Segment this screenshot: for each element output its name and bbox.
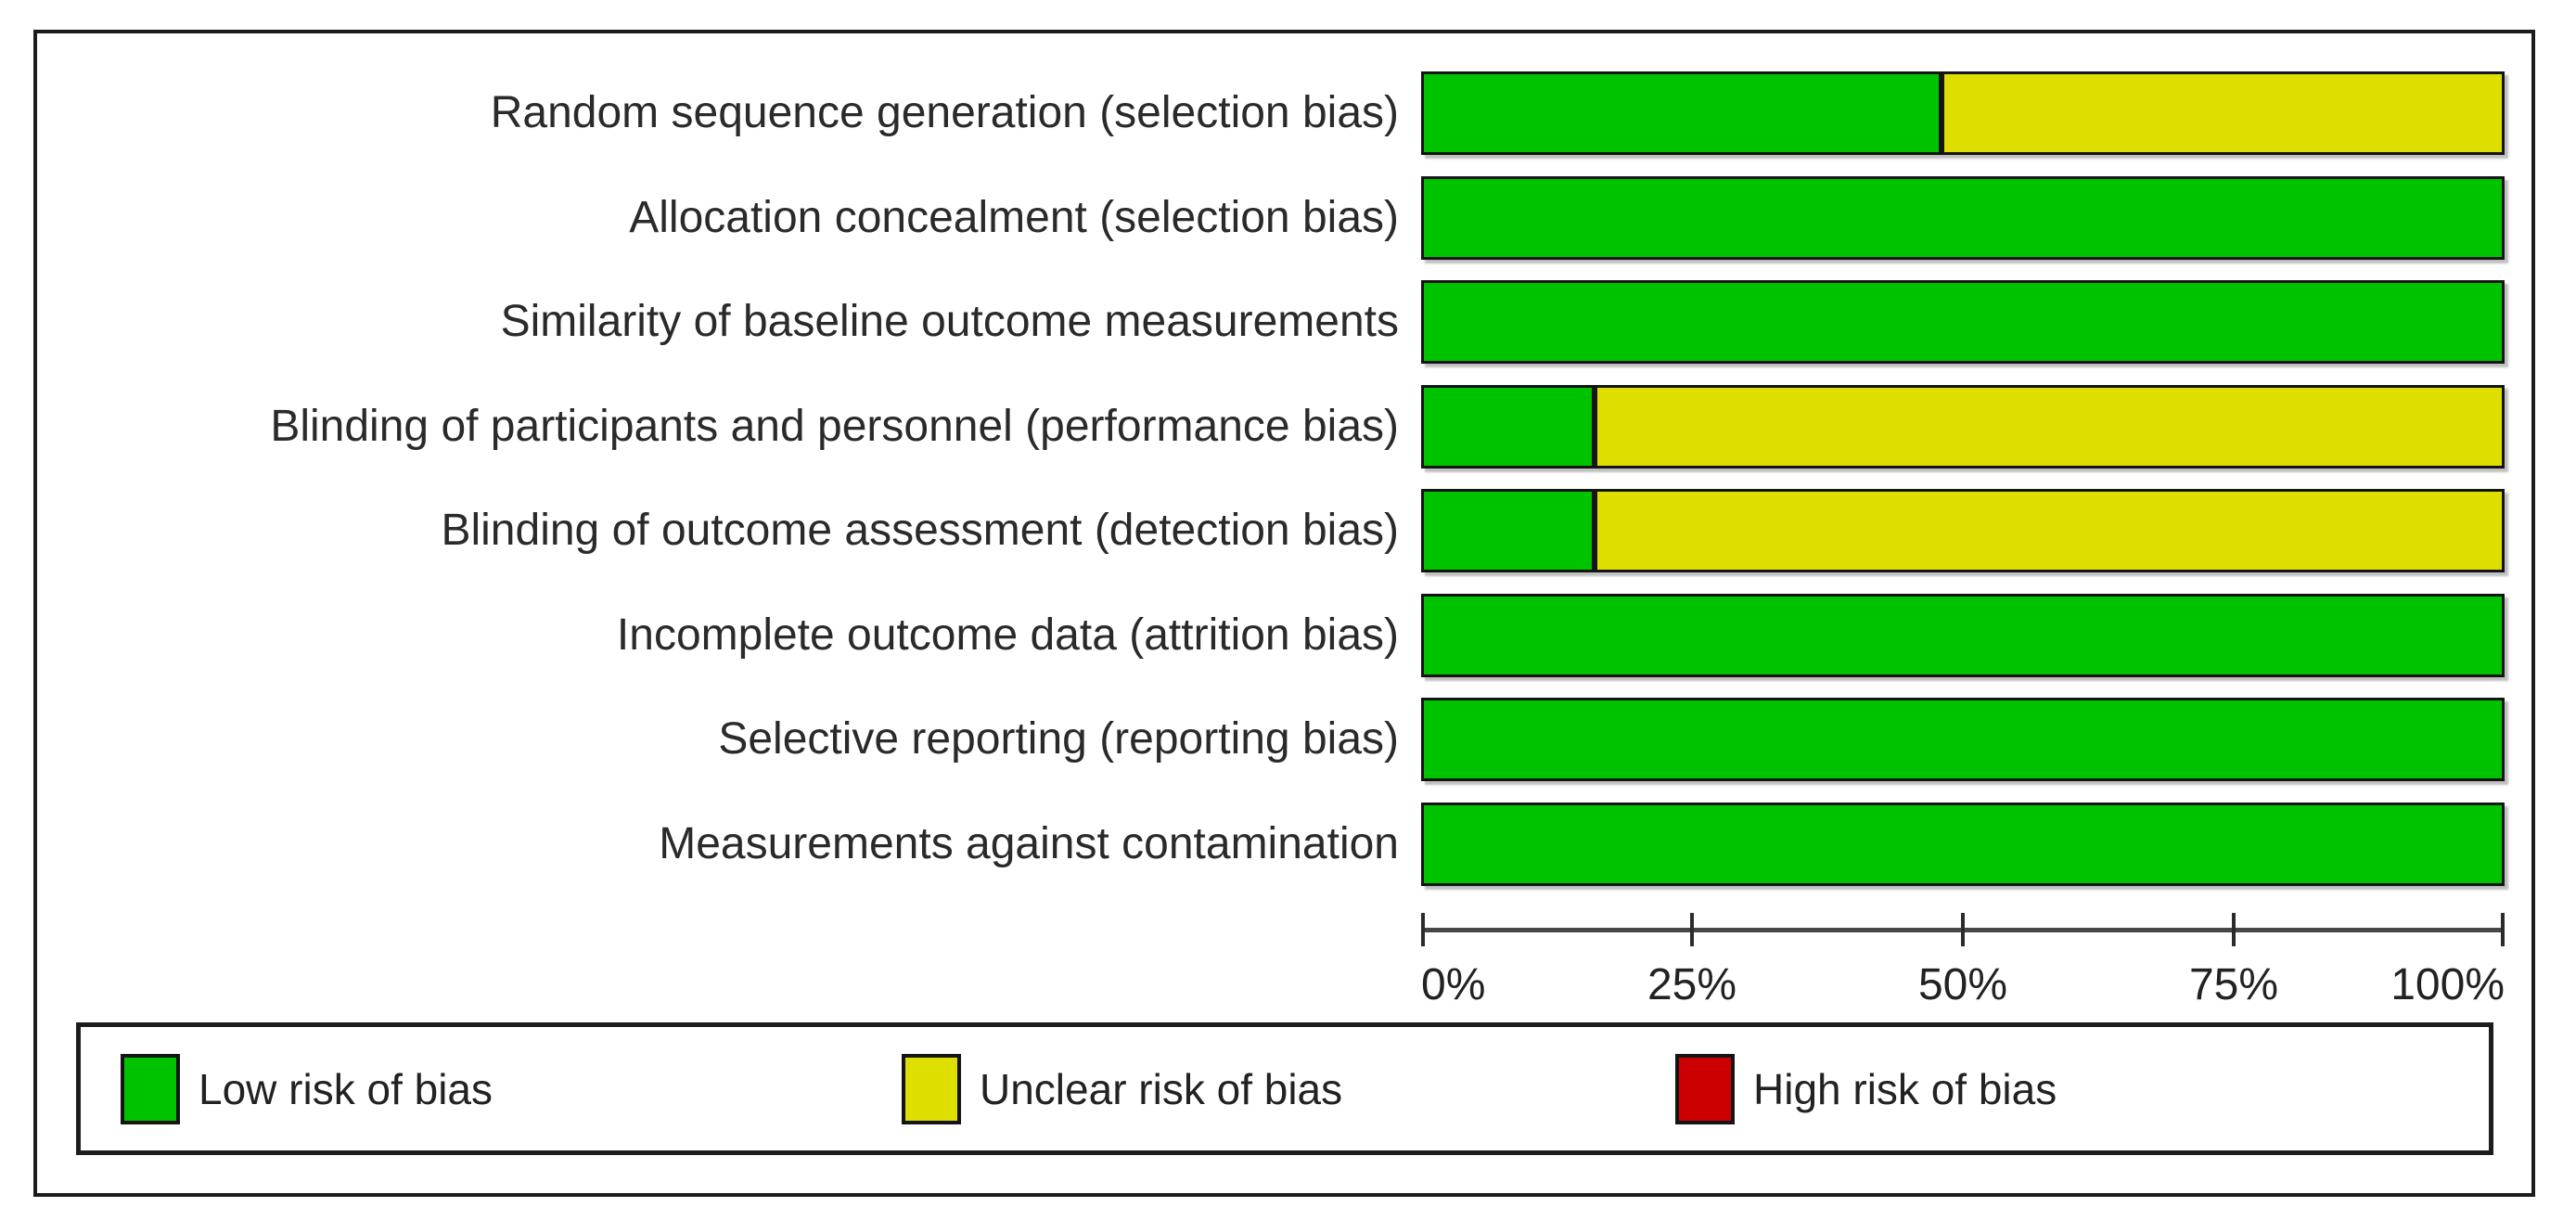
legend-label: Unclear risk of bias — [980, 1064, 1343, 1113]
bar-row — [1421, 594, 2505, 677]
category-label: Measurements against contamination — [659, 819, 1399, 868]
legend-swatch-low-icon — [121, 1053, 180, 1124]
axis-tick-100 — [2501, 913, 2505, 946]
bar-segment-low — [1421, 280, 2505, 364]
bar-row — [1421, 385, 2505, 469]
legend-label: High risk of bias — [1753, 1064, 2057, 1113]
legend-item-high: High risk of bias — [1675, 1053, 2057, 1124]
axis-tick-50 — [1961, 913, 1965, 946]
bar-segment-low — [1421, 176, 2505, 260]
bar-row — [1421, 280, 2505, 364]
bar-row — [1421, 71, 2505, 155]
bar-segment-low — [1421, 698, 2505, 781]
legend-item-unclear: Unclear risk of bias — [902, 1053, 1343, 1124]
axis-tick-label: 25% — [1647, 960, 1737, 1009]
legend-item-low: Low risk of bias — [121, 1053, 493, 1124]
category-label: Similarity of baseline outcome measureme… — [500, 297, 1399, 346]
axis-tick-label: 50% — [1917, 960, 2008, 1009]
axis-tick-label: 100% — [2390, 960, 2505, 1009]
category-label: Allocation concealment (selection bias) — [629, 193, 1399, 242]
axis-tick-0 — [1421, 913, 1425, 946]
bar-segment-unclear — [1594, 489, 2505, 572]
axis-tick-75 — [2232, 913, 2236, 946]
axis-tick-label: 0% — [1421, 960, 1486, 1009]
category-label: Blinding of outcome assessment (detectio… — [441, 506, 1399, 555]
bar-segment-low — [1421, 71, 1942, 155]
bar-segment-low — [1421, 594, 2505, 677]
category-label: Random sequence generation (selection bi… — [490, 88, 1399, 137]
category-label: Blinding of participants and personnel (… — [270, 402, 1399, 451]
category-label: Selective reporting (reporting bias) — [718, 714, 1399, 764]
legend-box: Low risk of bias Unclear risk of bias Hi… — [76, 1022, 2493, 1155]
bar-row — [1421, 176, 2505, 260]
legend-swatch-unclear-icon — [902, 1053, 961, 1124]
bar-segment-low — [1421, 489, 1595, 572]
category-label: Incomplete outcome data (attrition bias) — [616, 610, 1399, 660]
bar-row — [1421, 698, 2505, 781]
legend-label: Low risk of bias — [199, 1064, 493, 1113]
bar-row — [1421, 489, 2505, 572]
axis-tick-25 — [1690, 913, 1694, 946]
bar-row — [1421, 803, 2505, 886]
bar-segment-unclear — [1594, 385, 2505, 469]
bar-segment-unclear — [1941, 71, 2505, 155]
axis-tick-label: 75% — [2188, 960, 2279, 1009]
legend-swatch-high-icon — [1675, 1053, 1735, 1124]
bar-segment-low — [1421, 803, 2505, 886]
bar-segment-low — [1421, 385, 1595, 469]
